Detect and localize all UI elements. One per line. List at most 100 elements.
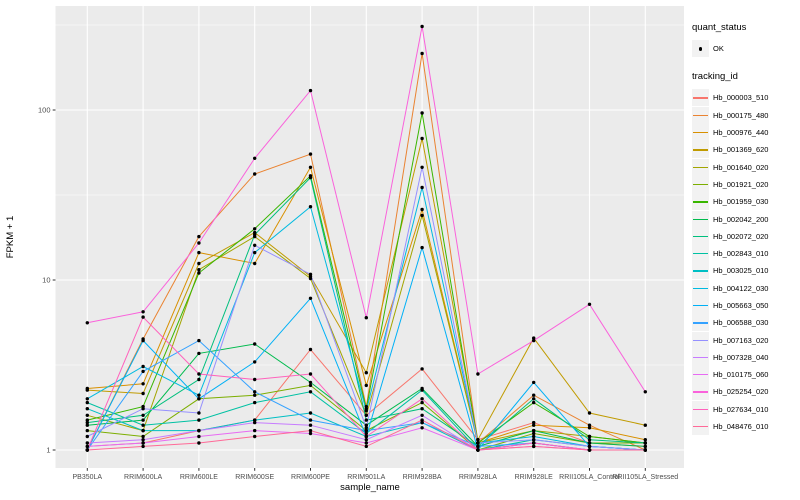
legend-item-Hb_027634_010: Hb_027634_010 xyxy=(692,400,798,418)
data-point xyxy=(141,382,145,386)
legend-item-label: Hb_005663_050 xyxy=(713,301,769,310)
data-point xyxy=(364,426,368,430)
data-point xyxy=(253,393,257,397)
line-key-icon xyxy=(692,383,709,401)
data-point xyxy=(364,383,368,388)
data-point xyxy=(197,397,201,401)
data-point xyxy=(364,413,368,417)
point-key-icon xyxy=(692,40,709,58)
data-point xyxy=(308,165,313,169)
data-point xyxy=(308,423,313,427)
data-point xyxy=(587,423,592,427)
data-point xyxy=(141,441,145,445)
data-point xyxy=(308,152,313,156)
legend-item-label: Hb_007328_040 xyxy=(713,352,769,362)
data-point xyxy=(85,407,90,411)
legend-item-label: OK xyxy=(713,44,724,54)
data-point xyxy=(141,438,145,442)
data-point xyxy=(141,434,145,439)
data-point xyxy=(364,316,368,320)
line-key-icon xyxy=(692,245,709,263)
legend-title-tracking-id: tracking_id xyxy=(692,71,738,83)
data-point xyxy=(197,338,201,343)
line-key-icon xyxy=(692,227,709,245)
y-tick-label: 1 xyxy=(46,446,50,455)
data-point xyxy=(85,441,90,445)
legend-item-label: Hb_048476_010 xyxy=(713,422,769,432)
data-point xyxy=(253,156,257,160)
data-point xyxy=(643,438,647,442)
data-point xyxy=(364,438,368,442)
data-point xyxy=(308,380,313,385)
data-point xyxy=(308,418,313,422)
data-point xyxy=(141,391,145,396)
data-point xyxy=(253,400,257,405)
data-point xyxy=(253,428,257,433)
legend-item-label: Hb_025254_020 xyxy=(713,387,769,397)
x-tick-label: RRIM600SE xyxy=(235,474,274,481)
line-key-icon xyxy=(692,158,709,176)
line-key-icon xyxy=(692,297,709,314)
data-point xyxy=(420,426,424,430)
data-point xyxy=(197,393,201,397)
line-key-icon xyxy=(692,89,709,107)
data-point xyxy=(420,51,424,56)
legend-item-Hb_001640_020: Hb_001640_020 xyxy=(692,158,798,176)
data-point xyxy=(308,372,313,376)
legend-item-label: Hb_000976_440 xyxy=(713,128,769,138)
data-point xyxy=(532,441,536,445)
legend-item-Hb_001369_620: Hb_001369_620 xyxy=(692,141,798,159)
data-point xyxy=(476,438,480,442)
data-point xyxy=(253,342,257,346)
line-key-icon xyxy=(692,124,709,142)
legend-item-Hb_001921_020: Hb_001921_020 xyxy=(692,175,798,193)
data-point xyxy=(587,444,592,449)
data-point xyxy=(420,213,424,218)
data-point xyxy=(141,418,145,422)
legend-item-Hb_002843_010: Hb_002843_010 xyxy=(692,245,798,263)
data-point xyxy=(85,418,90,422)
data-point xyxy=(532,444,536,449)
legend-item-label: Hb_002072_020 xyxy=(713,231,769,241)
data-point xyxy=(141,310,145,314)
line-key-icon xyxy=(692,366,709,384)
data-point xyxy=(85,400,90,405)
data-point xyxy=(420,418,424,422)
data-point xyxy=(197,428,201,433)
data-point xyxy=(476,441,480,445)
data-point xyxy=(364,444,368,449)
data-point xyxy=(141,369,145,374)
line-key-icon xyxy=(692,106,709,124)
data-point xyxy=(532,438,536,442)
data-point xyxy=(532,393,536,397)
data-point xyxy=(308,428,313,433)
line-key-icon xyxy=(692,279,709,297)
data-point xyxy=(364,428,368,433)
data-point xyxy=(643,423,647,427)
data-point xyxy=(420,413,424,417)
data-point xyxy=(587,426,592,430)
data-point xyxy=(141,413,145,417)
x-tick-label: RRIM600LA xyxy=(124,474,162,481)
data-point xyxy=(420,388,424,392)
data-point xyxy=(85,420,90,425)
data-point xyxy=(141,315,145,319)
data-point xyxy=(532,400,536,405)
data-point xyxy=(197,241,201,245)
data-point xyxy=(643,441,647,445)
data-point xyxy=(308,276,313,281)
x-tick-label: RRIM600LE xyxy=(180,474,218,481)
line-key-icon xyxy=(692,262,709,280)
data-point xyxy=(197,377,201,382)
data-point xyxy=(308,390,313,394)
x-tick-label: RRIM928LE xyxy=(515,474,553,481)
data-point xyxy=(420,400,424,405)
data-point xyxy=(587,411,592,415)
legend-item-Hb_000976_440: Hb_000976_440 xyxy=(692,124,798,142)
data-point xyxy=(532,336,536,340)
y-tick-label: 100 xyxy=(38,106,51,115)
data-point xyxy=(308,411,313,415)
data-point xyxy=(197,441,201,445)
line-key-icon xyxy=(692,210,709,228)
legend-item-label: Hb_001921_020 xyxy=(713,179,769,189)
